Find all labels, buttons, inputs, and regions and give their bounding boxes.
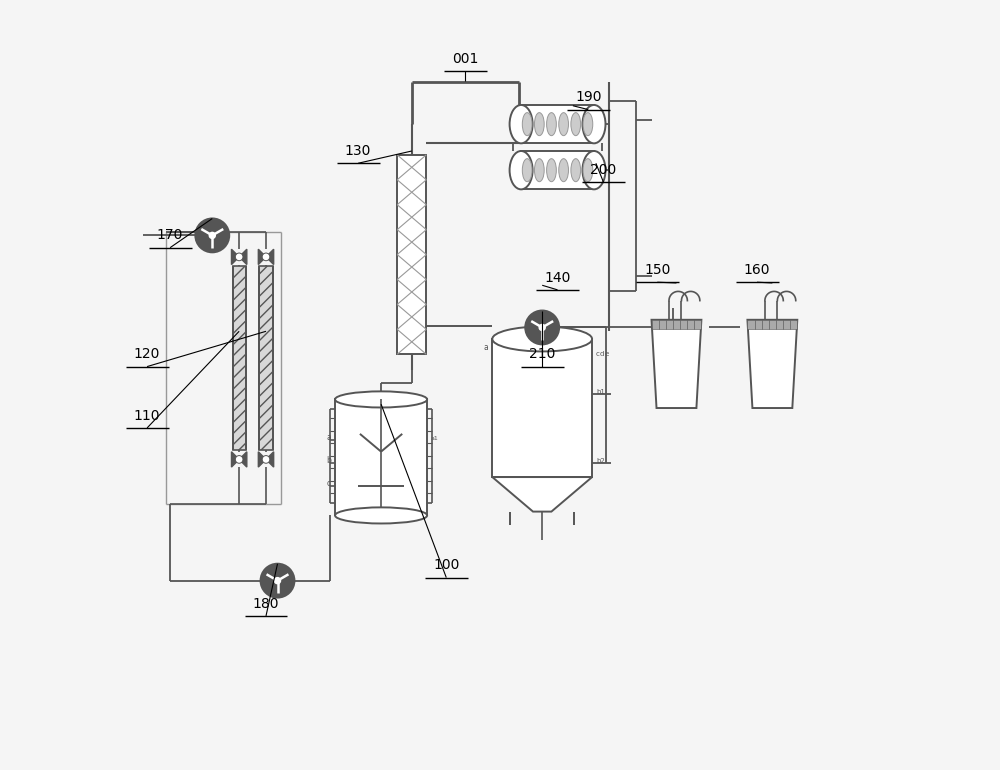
Text: b1: b1 — [596, 389, 605, 395]
Bar — [694, 320, 701, 329]
Text: d: d — [600, 350, 604, 357]
Text: 001: 001 — [452, 52, 479, 66]
Polygon shape — [747, 320, 797, 408]
Ellipse shape — [547, 112, 556, 136]
Ellipse shape — [582, 151, 605, 189]
Text: 160: 160 — [744, 263, 770, 277]
Bar — [652, 320, 659, 329]
Ellipse shape — [534, 159, 544, 182]
Ellipse shape — [522, 159, 532, 182]
Bar — [680, 320, 687, 329]
Text: a1: a1 — [431, 436, 439, 441]
Polygon shape — [231, 452, 247, 467]
Polygon shape — [231, 249, 247, 265]
Circle shape — [209, 233, 215, 239]
Circle shape — [539, 324, 545, 330]
Bar — [687, 320, 694, 329]
Ellipse shape — [559, 159, 568, 182]
Bar — [673, 320, 680, 329]
Bar — [659, 320, 666, 329]
Ellipse shape — [534, 112, 544, 136]
Bar — [783, 320, 790, 329]
Text: 130: 130 — [345, 144, 371, 158]
Ellipse shape — [582, 105, 605, 143]
Ellipse shape — [571, 159, 581, 182]
Bar — [233, 266, 246, 450]
Text: 210: 210 — [529, 347, 555, 361]
Text: 200: 200 — [590, 163, 617, 177]
Bar — [397, 155, 426, 354]
Bar — [769, 320, 776, 329]
Bar — [521, 151, 594, 189]
Ellipse shape — [492, 326, 592, 351]
Ellipse shape — [583, 112, 593, 136]
Ellipse shape — [510, 151, 533, 189]
Bar — [521, 105, 594, 143]
Circle shape — [262, 253, 270, 261]
Ellipse shape — [571, 112, 581, 136]
Text: 190: 190 — [575, 90, 601, 104]
Text: 150: 150 — [644, 263, 670, 277]
Text: 100: 100 — [433, 558, 459, 572]
Circle shape — [235, 253, 243, 261]
Polygon shape — [258, 452, 274, 467]
Bar — [762, 320, 769, 329]
Text: b2: b2 — [596, 458, 605, 464]
Text: 110: 110 — [134, 409, 160, 423]
Polygon shape — [492, 477, 592, 511]
Ellipse shape — [583, 159, 593, 182]
Text: 120: 120 — [134, 347, 160, 361]
Text: e: e — [605, 350, 609, 357]
Bar — [755, 320, 762, 329]
Text: c: c — [596, 350, 600, 357]
Text: 180: 180 — [253, 597, 279, 611]
Ellipse shape — [335, 391, 427, 407]
Ellipse shape — [522, 112, 532, 136]
Polygon shape — [258, 249, 274, 265]
Circle shape — [525, 310, 559, 344]
Text: a: a — [326, 433, 331, 442]
Circle shape — [261, 564, 294, 598]
Ellipse shape — [510, 105, 533, 143]
Bar — [747, 320, 755, 329]
Ellipse shape — [559, 112, 568, 136]
Text: b: b — [326, 457, 331, 465]
Text: c: c — [327, 480, 331, 488]
Circle shape — [274, 578, 281, 584]
Ellipse shape — [335, 507, 427, 524]
Circle shape — [195, 219, 229, 253]
Bar — [776, 320, 783, 329]
Bar — [335, 400, 427, 515]
Circle shape — [235, 456, 243, 464]
Bar — [790, 320, 797, 329]
Text: a: a — [484, 343, 488, 352]
Bar — [492, 339, 592, 477]
Ellipse shape — [547, 159, 556, 182]
Polygon shape — [652, 320, 701, 408]
Circle shape — [262, 456, 270, 464]
Text: 170: 170 — [157, 229, 183, 243]
Bar — [666, 320, 673, 329]
Text: 140: 140 — [544, 270, 571, 285]
Bar — [259, 266, 273, 450]
